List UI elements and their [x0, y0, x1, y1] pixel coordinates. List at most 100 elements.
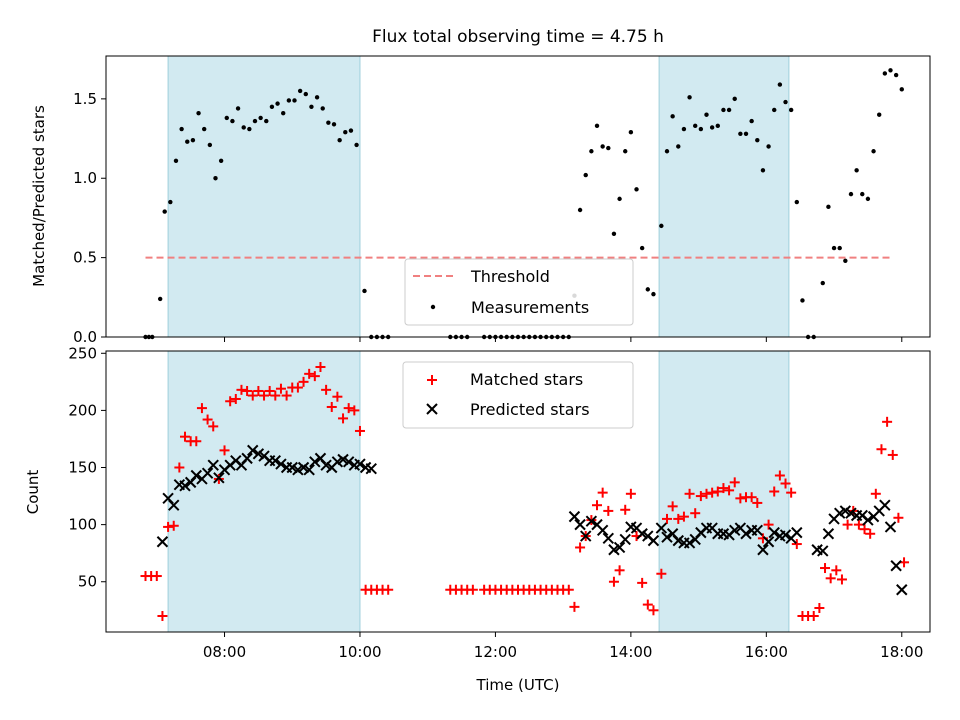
matched-star-point: [836, 574, 847, 585]
measurement-point: [252, 118, 258, 124]
measurement-point: [882, 71, 888, 76]
matched-star-point: [575, 542, 586, 553]
matched-star-point: [157, 611, 168, 622]
measurement-point: [600, 144, 605, 149]
x-tick-label: 18:00: [880, 643, 923, 661]
ratio-panel: 0.0 0.5 1.0 1.5 Matched/Predicted stars Thr…: [30, 55, 931, 346]
matched-star-point: [597, 487, 608, 498]
measurement-point: [281, 110, 286, 116]
matched-star-point: [774, 470, 785, 481]
matched-star-point: [354, 425, 365, 436]
count-legend: Matched stars Predicted stars: [402, 361, 634, 429]
matched-star-point: [338, 413, 349, 424]
measurement-point: [743, 131, 749, 136]
matched-star-point: [859, 524, 870, 535]
measurement-point: [755, 137, 760, 143]
matched-star-point: [678, 511, 689, 522]
measurement-point: [848, 191, 854, 197]
predicted-star-point: [862, 514, 874, 526]
matched-star-point: [746, 492, 757, 503]
measurement-point: [843, 258, 848, 263]
legend-matched-marker: [427, 375, 437, 385]
matched-star-point: [712, 486, 723, 497]
measurement-point: [241, 125, 246, 130]
matched-star-point: [614, 565, 625, 576]
measurement-point: [634, 187, 639, 192]
measurement-point: [185, 139, 190, 144]
measurement-point: [639, 245, 645, 251]
count-y-tick-label: 200: [68, 401, 97, 419]
predicted-star-point: [241, 452, 253, 465]
measurement-point: [337, 137, 342, 143]
predicted-star-point: [568, 510, 581, 523]
measurement-point: [202, 126, 207, 132]
matched-star-point: [253, 385, 264, 396]
measurement-point: [788, 107, 794, 113]
measurement-point: [860, 191, 865, 197]
matched-star-point: [842, 519, 853, 530]
predicted-star-point: [655, 522, 668, 534]
ratio-y-tick-label: 0.0: [73, 328, 97, 346]
matched-star-point: [637, 577, 648, 588]
ratio-y-tick-label: 1.0: [73, 169, 97, 187]
predicted-star-point: [585, 515, 598, 527]
measurement-point: [715, 123, 720, 129]
matched-star-point: [825, 573, 836, 584]
ratio-shaded-interval: [659, 56, 789, 337]
measurement-point: [693, 123, 698, 129]
matched-star-point: [656, 568, 667, 579]
matched-star-point: [625, 488, 636, 499]
ratio-y-axis-label: Matched/Predicted stars: [30, 105, 48, 287]
measurement-point: [704, 112, 709, 117]
matched-star-point: [752, 497, 763, 508]
measurement-point: [583, 172, 588, 178]
measurement-point: [173, 158, 179, 163]
matched-star-point: [168, 520, 179, 531]
predicted-star-point: [647, 534, 660, 547]
predicted-star-point: [661, 531, 673, 543]
measurement-point: [611, 231, 617, 237]
measurement-point: [589, 149, 594, 154]
matched-star-point: [292, 382, 303, 393]
predicted-star-point: [890, 560, 902, 572]
predicted-star-point: [822, 528, 835, 540]
predicted-star-point: [190, 469, 203, 482]
measurement-point: [190, 137, 196, 143]
predicted-star-point: [751, 524, 764, 537]
x-tick-label: 12:00: [474, 643, 517, 661]
matched-star-point: [383, 584, 394, 595]
measurement-point: [826, 204, 831, 210]
predicted-star-point: [269, 454, 282, 467]
measurement-point: [681, 126, 687, 132]
predicted-star-point: [884, 521, 897, 533]
predicted-star-point: [683, 537, 696, 549]
measurement-point: [877, 112, 882, 117]
ratio-shaded-interval: [168, 56, 360, 337]
measurement-point: [286, 98, 292, 103]
measurement-point: [893, 72, 899, 78]
predicted-star-point: [574, 518, 586, 531]
predicted-star-point: [303, 464, 315, 476]
predicted-star-point: [179, 480, 191, 492]
x-tick-label: 14:00: [609, 643, 652, 661]
matched-star-point: [876, 444, 887, 455]
matched-star-point: [242, 385, 253, 396]
count-y-tick-label: 50: [78, 573, 97, 591]
legend-predicted-marker: [426, 403, 438, 415]
matched-star-point: [642, 599, 653, 610]
ratio-panel-frame: [105, 55, 931, 338]
matched-star-point: [569, 601, 580, 612]
measurement-point: [224, 115, 229, 121]
matched-star-point: [592, 500, 603, 511]
predicted-star-point: [896, 584, 908, 596]
predicted-star-point: [247, 444, 259, 457]
matched-star-point: [180, 431, 191, 442]
predicted-star-point: [596, 524, 609, 537]
measurement-point: [218, 158, 224, 163]
measurement-point: [303, 91, 308, 97]
predicted-star-point: [740, 528, 752, 540]
ratio-legend: Threshold Measurements: [404, 258, 634, 326]
measurement-point: [247, 126, 252, 132]
matched-star-point: [893, 512, 904, 523]
matched-star-point: [729, 477, 740, 488]
